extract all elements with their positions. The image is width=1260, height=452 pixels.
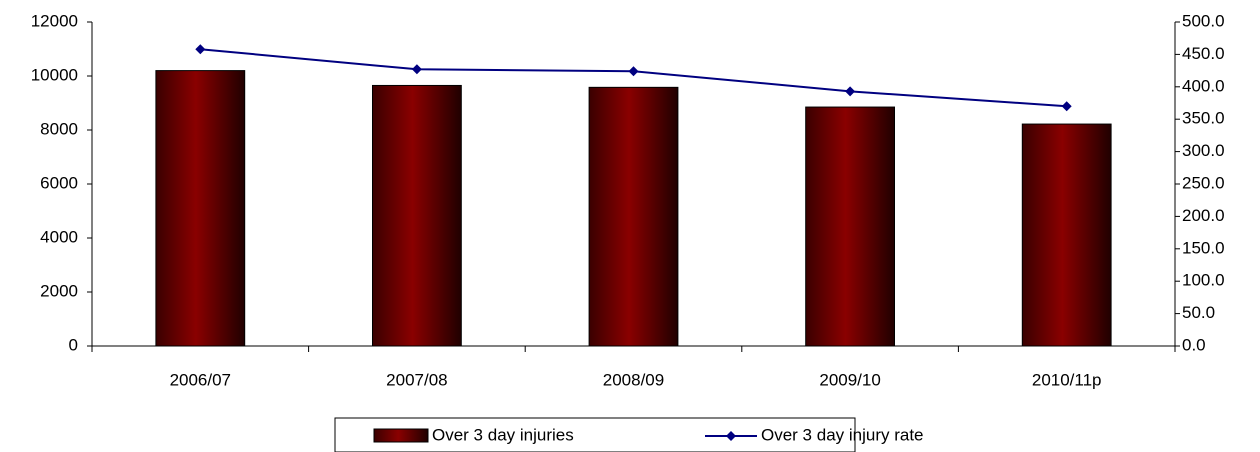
x-tick-label: 2006/07 bbox=[170, 370, 231, 389]
y2-tick-label: 250.0 bbox=[1182, 173, 1225, 192]
y-tick-label: 10000 bbox=[31, 65, 78, 84]
y2-tick-label: 450.0 bbox=[1182, 44, 1225, 63]
x-tick-label: 2010/11p bbox=[1032, 370, 1102, 389]
legend-swatch bbox=[373, 428, 429, 443]
bar bbox=[371, 84, 462, 347]
rate-marker bbox=[195, 44, 206, 55]
y-tick-label: 2000 bbox=[40, 281, 78, 300]
legend-marker bbox=[726, 431, 736, 441]
y2-tick-label: 500.0 bbox=[1182, 11, 1225, 30]
y-tick-label: 0 bbox=[69, 335, 78, 354]
bar bbox=[805, 106, 896, 347]
y2-tick-label: 50.0 bbox=[1182, 303, 1215, 322]
bar bbox=[588, 86, 679, 347]
x-tick-label: 2008/09 bbox=[603, 370, 664, 389]
x-tick-label: 2009/10 bbox=[819, 370, 880, 389]
y-tick-label: 4000 bbox=[40, 227, 78, 246]
rate-marker bbox=[411, 64, 422, 75]
y2-tick-label: 100.0 bbox=[1182, 271, 1225, 290]
x-tick-label: 2007/08 bbox=[386, 370, 447, 389]
rate-marker bbox=[845, 86, 856, 97]
bar bbox=[1021, 123, 1112, 347]
legend-label: Over 3 day injuries bbox=[432, 425, 574, 444]
legend-label: Over 3 day injury rate bbox=[761, 425, 924, 444]
rate-marker bbox=[1061, 101, 1072, 112]
y-tick-label: 6000 bbox=[40, 173, 78, 192]
y2-tick-label: 0.0 bbox=[1182, 335, 1206, 354]
y2-tick-label: 200.0 bbox=[1182, 206, 1225, 225]
y2-tick-label: 150.0 bbox=[1182, 238, 1225, 257]
bar bbox=[155, 70, 246, 347]
y-tick-label: 8000 bbox=[40, 119, 78, 138]
y2-tick-label: 400.0 bbox=[1182, 76, 1225, 95]
rate-marker bbox=[628, 66, 639, 77]
y-tick-label: 12000 bbox=[31, 11, 78, 30]
y2-tick-label: 300.0 bbox=[1182, 141, 1225, 160]
y2-tick-label: 350.0 bbox=[1182, 109, 1225, 128]
